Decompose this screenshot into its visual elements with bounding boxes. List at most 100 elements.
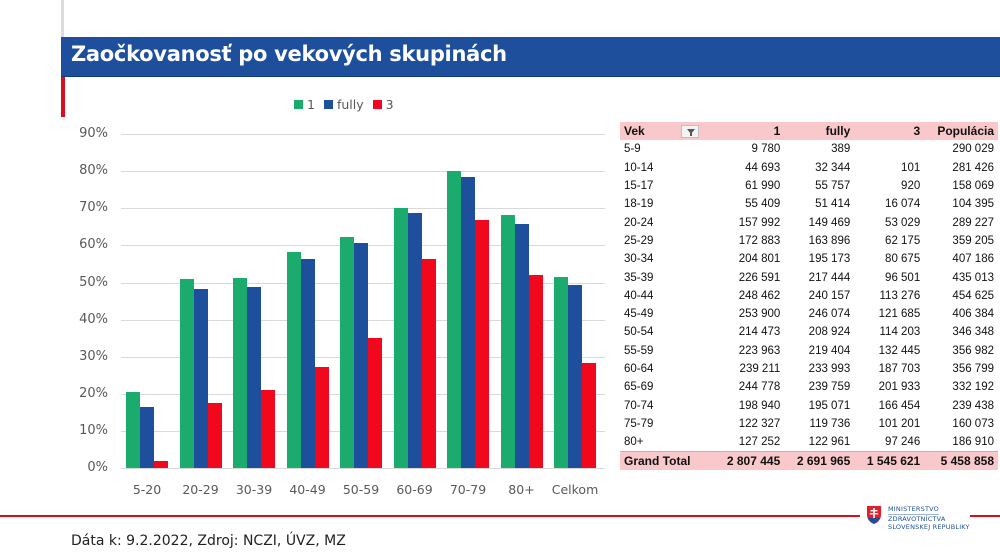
bar-1-Celkom [554, 277, 568, 468]
filter-icon[interactable] [680, 125, 699, 139]
table-row: 5-9 9 780 389 290 029 [620, 140, 998, 158]
table-cell: 920 [901, 180, 921, 193]
y-axis-tick-label: 50% [79, 274, 108, 290]
table-cell: 356 799 [952, 363, 994, 375]
table-cell: 75-79 [624, 417, 654, 430]
y-axis-tick-label: 90% [79, 126, 108, 142]
legend-label-1: 1 [307, 96, 315, 112]
bar-fully-50-59 [354, 242, 368, 468]
legend-swatch-1 [294, 99, 303, 109]
table-cell: 32 344 [815, 161, 851, 174]
y-axis-tick-label: 70% [79, 200, 108, 216]
table-row: 45-49 253 900 246 074 121 685 406 384 [620, 305, 998, 323]
y-axis-tick-label: 80% [79, 163, 108, 179]
x-axis-category-label: 70-79 [449, 482, 487, 497]
table-cell: 149 469 [808, 216, 851, 229]
table-cell: 10-14 [624, 161, 654, 174]
legend-item-1: 1 [294, 97, 315, 112]
bar-1-40-49 [286, 252, 301, 468]
table-cell: 20-24 [624, 216, 654, 229]
table-cell: 359 205 [952, 234, 994, 247]
table-cell: 80+ [624, 435, 644, 448]
table-cell: 223 963 [738, 344, 781, 357]
table-cell: 157 992 [738, 216, 781, 229]
table-cell: 233 993 [808, 363, 851, 375]
table-cell: 208 924 [808, 326, 851, 339]
table-cell: 195 173 [808, 253, 851, 266]
table-cell: 389 [831, 143, 851, 156]
table-cell: 101 201 [878, 417, 921, 430]
table-cell: 253 900 [738, 308, 781, 321]
bar-fully-60-69 [407, 213, 422, 468]
column-header-3: 3 [854, 122, 925, 141]
legend-swatch-fully [323, 99, 333, 109]
footer-red-line [0, 515, 860, 517]
bar-fully-40-49 [300, 259, 315, 468]
column-header-fully: fully [784, 122, 855, 141]
bar-1-60-69 [393, 207, 408, 468]
table-cell: 121 685 [878, 308, 921, 321]
table-row: 10-14 44 693 32 344 101 281 426 [620, 159, 998, 177]
table-cell: 55 757 [815, 180, 851, 193]
table-cell: 356 982 [952, 344, 994, 357]
y-axis-tick-label: 10% [79, 422, 108, 438]
logo-line-3: SLOVENSKEJ REPUBLIKY [888, 523, 970, 531]
ministry-logo: MINISTERSTVO ZDRAVOTNÍCTVA SLOVENSKEJ RE… [866, 505, 970, 531]
legend-swatch-3 [372, 99, 382, 109]
bar-fully-80+ [514, 223, 529, 468]
table-cell: 18-19 [624, 198, 654, 211]
table-cell: 186 910 [952, 435, 994, 448]
table-cell: 15-17 [624, 180, 654, 193]
table-cell: 113 276 [879, 289, 921, 302]
table-cell: 55 409 [745, 198, 781, 211]
table-cell: 198 940 [738, 399, 781, 412]
table-cell: 119 736 [809, 417, 851, 430]
table-cell: 246 074 [808, 308, 851, 321]
column-header-populacia: Populácia [924, 122, 998, 141]
table-body: 5-9 9 780 389 290 029 10-14 44 693 32 344 101 28… [620, 140, 998, 470]
table-cell: 35-39 [624, 271, 654, 284]
grand-total-cell: 1 545 621 [854, 450, 925, 470]
table-cell: 40-44 [624, 289, 654, 302]
bar-fully-20-29 [193, 289, 208, 468]
bar-3-70-79 [475, 219, 489, 468]
table-cell: 158 069 [952, 180, 994, 193]
grand-total-cell: 2 807 445 [714, 450, 785, 470]
top-grey-accent-line [61, 0, 64, 37]
y-axis-tick-label: 20% [79, 385, 108, 401]
table-header-row: Vek 1 fully 3 Populácia [620, 122, 998, 141]
table-cell: 163 896 [808, 234, 851, 247]
bar-fully-70-79 [461, 176, 475, 468]
table-cell: 290 029 [952, 143, 994, 156]
legend-label-3: 3 [385, 96, 394, 112]
table-row: 55-59 223 963 219 404 132 445 356 982 [620, 342, 998, 360]
x-axis-category-label: 30-39 [235, 482, 273, 497]
grand-total-cell: Grand Total [620, 450, 715, 470]
table-row: 80+ 127 252 122 961 97 246 186 910 [620, 433, 998, 451]
table-cell: 239 759 [808, 381, 851, 394]
table-row: 50-54 214 473 208 924 114 203 346 348 [620, 323, 998, 341]
x-axis-category-label: 40-49 [289, 482, 326, 497]
bar-3-Celkom [582, 363, 596, 468]
legend-item-3: 3 [372, 96, 394, 112]
footer-red-line-right [970, 515, 1000, 517]
table-cell: 44 693 [745, 161, 781, 174]
table-cell: 122 327 [738, 417, 781, 430]
bar-1-70-79 [447, 170, 461, 468]
table-cell: 240 157 [808, 289, 851, 302]
x-axis-category-label: 5-20 [132, 482, 162, 497]
bar-3-60-69 [421, 258, 436, 468]
table-row: 60-64 239 211 233 993 187 703 356 799 [620, 360, 998, 378]
table-cell: 226 591 [738, 271, 781, 284]
gridline [121, 134, 605, 136]
y-axis-tick-label: 0% [87, 460, 108, 475]
table-cell: 97 246 [885, 435, 921, 448]
table-cell: 172 883 [738, 234, 781, 247]
table-cell [854, 140, 924, 158]
x-axis-category-label: Celkom [551, 482, 599, 497]
bar-1-30-39 [233, 278, 247, 468]
table-cell: 214 473 [738, 326, 781, 339]
bar-3-5-20 [154, 460, 168, 468]
table-cell: 25-29 [624, 234, 654, 247]
column-header-vek-label: Vek [624, 123, 645, 138]
